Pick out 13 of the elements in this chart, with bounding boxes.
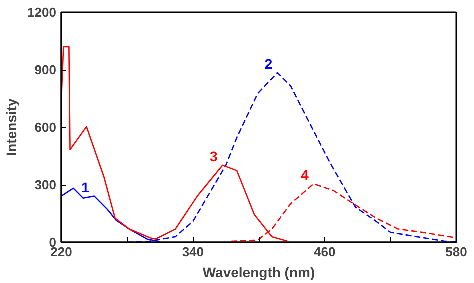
y-tick-label: 600 [34,120,57,135]
series-label: 2 [264,56,273,72]
series-label: 1 [82,179,90,196]
y-axis-title: Intensity [4,98,20,156]
y-tick-label: 300 [34,178,57,192]
x-tick-label: 580 [446,244,468,260]
x-tick-label: 340 [182,244,204,260]
series-label: 4 [301,167,310,184]
x-axis-title: Wavelength (nm) [202,264,316,280]
y-tick-label: 1200 [28,5,56,20]
y-tick-label: 900 [34,62,57,78]
series-label: 3 [210,148,218,164]
x-tick-label: 460 [314,244,336,260]
